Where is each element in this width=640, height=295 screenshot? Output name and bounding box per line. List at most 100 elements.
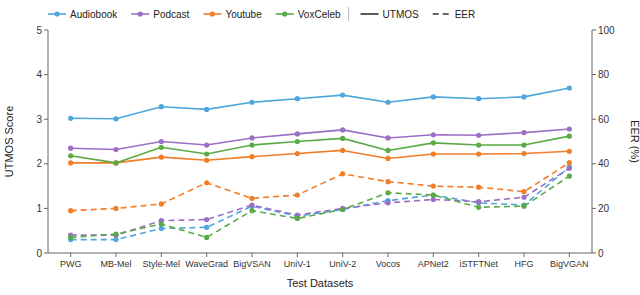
point <box>204 235 209 240</box>
point <box>476 199 481 204</box>
y2-tick <box>592 30 596 31</box>
point <box>295 139 300 144</box>
x-tick <box>524 253 525 257</box>
x-tick-label: BigVGAN <box>550 259 589 269</box>
point <box>204 158 209 163</box>
point <box>431 140 436 145</box>
y2-tick-label: 0 <box>598 248 604 259</box>
series <box>68 160 572 213</box>
point <box>249 208 254 213</box>
point <box>340 93 345 98</box>
point <box>431 94 436 99</box>
point <box>476 96 481 101</box>
axes: 012345020406080100PWGMB-MelStyle-MelWave… <box>3 25 640 290</box>
line <box>71 88 570 119</box>
legend-swatch <box>433 13 451 15</box>
y2-axis-label: EER (%) <box>629 120 640 163</box>
point <box>476 151 481 156</box>
point <box>249 196 254 201</box>
point <box>567 149 572 154</box>
x-tick <box>297 253 298 257</box>
point <box>159 139 164 144</box>
plot-area <box>68 85 572 242</box>
point <box>113 231 118 236</box>
point <box>385 179 390 184</box>
y-tick <box>44 208 48 209</box>
point <box>567 134 572 139</box>
legend-label: Youtube <box>225 9 262 20</box>
line <box>71 176 570 237</box>
chart: 012345020406080100PWGMB-MelStyle-MelWave… <box>0 0 640 295</box>
point <box>431 197 436 202</box>
x-tick-label: iSTFTNet <box>459 259 498 269</box>
y-axis-line <box>48 30 49 253</box>
point <box>340 148 345 153</box>
y-tick-label: 5 <box>36 25 42 36</box>
point <box>113 160 118 165</box>
point <box>476 142 481 147</box>
point <box>295 216 300 221</box>
y2-tick-label: 80 <box>598 69 610 80</box>
x-tick-label: UniV-1 <box>284 259 311 269</box>
y2-tick-label: 20 <box>598 203 610 214</box>
point <box>295 192 300 197</box>
point <box>521 151 526 156</box>
y-tick <box>44 74 48 75</box>
point <box>249 154 254 159</box>
legend-separator <box>348 7 349 21</box>
series <box>68 148 572 166</box>
line <box>71 163 570 211</box>
point <box>113 160 118 165</box>
legend: AudiobookPodcastYoutubeVoxCelebUTMOSEER <box>48 7 475 21</box>
legend-label: UTMOS <box>383 9 419 20</box>
legend-marker <box>138 11 143 16</box>
series <box>68 134 572 166</box>
y-tick-label: 3 <box>36 114 42 125</box>
series <box>68 165 572 243</box>
point <box>521 204 526 209</box>
point <box>431 184 436 189</box>
point <box>204 151 209 156</box>
point <box>567 173 572 178</box>
series <box>68 173 572 240</box>
line <box>71 167 570 239</box>
point <box>113 116 118 121</box>
legend-swatch <box>361 13 379 15</box>
x-axis-line <box>48 253 592 254</box>
legend-item: VoxCeleb <box>276 9 341 20</box>
x-tick <box>161 253 162 257</box>
legend-marker <box>210 11 215 16</box>
y2-axis-line <box>592 30 593 253</box>
point <box>340 207 345 212</box>
y2-tick <box>592 163 596 164</box>
point <box>476 205 481 210</box>
series <box>68 85 572 121</box>
legend-item: EER <box>433 9 476 20</box>
point <box>385 148 390 153</box>
legend-marker <box>54 11 59 16</box>
point <box>340 127 345 132</box>
point <box>340 136 345 141</box>
point <box>385 100 390 105</box>
legend-label: Podcast <box>153 9 189 20</box>
point <box>204 180 209 185</box>
x-tick-label: WaveGrad <box>185 259 228 269</box>
point <box>159 145 164 150</box>
point <box>68 146 73 151</box>
point <box>295 151 300 156</box>
legend-item: UTMOS <box>361 9 419 20</box>
point <box>567 126 572 131</box>
point <box>431 192 436 197</box>
point <box>68 116 73 121</box>
x-tick-label: PWG <box>60 259 82 269</box>
y-tick <box>44 119 48 120</box>
y-tick-label: 4 <box>36 69 42 80</box>
x-tick-label: HFG <box>515 259 534 269</box>
x-tick <box>388 253 389 257</box>
y2-tick <box>592 119 596 120</box>
y-tick <box>44 30 48 31</box>
point <box>204 217 209 222</box>
y2-tick <box>592 74 596 75</box>
point <box>567 166 572 171</box>
point <box>521 142 526 147</box>
